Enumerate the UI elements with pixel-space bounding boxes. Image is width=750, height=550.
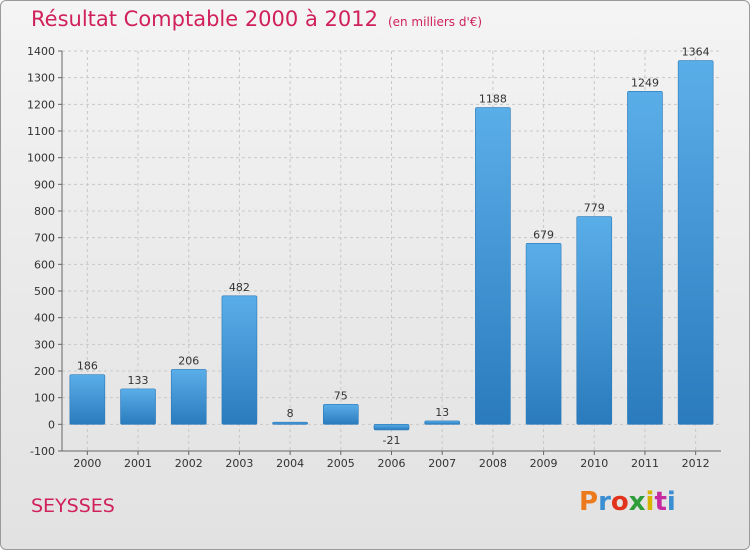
- logo-letter: t: [654, 487, 667, 517]
- logo-letter: o: [610, 487, 629, 517]
- value-label: 679: [533, 228, 554, 241]
- x-tick-label: 2012: [682, 457, 710, 470]
- y-tick-label: 400: [34, 312, 55, 325]
- value-label: 1188: [479, 93, 507, 106]
- y-tick-label: 1300: [27, 72, 55, 85]
- value-label: 206: [178, 354, 199, 367]
- x-tick-label: 2006: [378, 457, 406, 470]
- value-label: 482: [229, 281, 250, 294]
- value-label: 13: [435, 406, 449, 419]
- x-tick-label: 2005: [327, 457, 355, 470]
- bar-2005[interactable]: [323, 404, 359, 425]
- proxiti-logo[interactable]: Proxiti: [579, 487, 676, 517]
- x-tick-label: 2000: [73, 457, 101, 470]
- y-tick-label: 0: [48, 418, 55, 431]
- y-tick-label: 900: [34, 178, 55, 191]
- value-label: -21: [383, 434, 401, 447]
- bar-2011[interactable]: [627, 90, 663, 425]
- value-label: 75: [334, 389, 348, 402]
- x-tick-label: 2007: [428, 457, 456, 470]
- y-tick-label: 700: [34, 232, 55, 245]
- y-tick-label: 100: [34, 392, 55, 405]
- x-tick-label: 2002: [175, 457, 203, 470]
- y-tick-label: 1200: [27, 98, 55, 111]
- bar-2000[interactable]: [69, 374, 106, 425]
- bar-2012[interactable]: [677, 60, 714, 425]
- bar-2006[interactable]: [373, 424, 410, 431]
- x-tick-label: 2011: [631, 457, 659, 470]
- bar-2007[interactable]: [424, 420, 460, 425]
- value-label: 8: [287, 407, 294, 420]
- chart-unit: (en milliers d'€): [387, 15, 483, 29]
- logo-letter: i: [645, 487, 655, 517]
- grid: [62, 50, 721, 452]
- logo-letter: x: [628, 487, 646, 517]
- x-tick-label: 2008: [479, 457, 507, 470]
- bar-2001[interactable]: [120, 388, 156, 425]
- axes: [58, 50, 721, 455]
- bar-2010[interactable]: [576, 216, 613, 425]
- y-tick-label: 300: [34, 338, 55, 351]
- chart-title: Résultat Comptable 2000 à 2012: [31, 7, 378, 31]
- x-tick-label: 2004: [276, 457, 304, 470]
- chart-title-row: Résultat Comptable 2000 à 2012 (en millie…: [31, 7, 482, 31]
- y-tick-label: 600: [34, 258, 55, 271]
- bar-2002[interactable]: [170, 369, 207, 425]
- value-label: 1249: [631, 76, 659, 89]
- x-tick-label: 2001: [124, 457, 152, 470]
- bar-2003[interactable]: [221, 295, 258, 425]
- bar-2004[interactable]: [272, 421, 308, 425]
- y-tick-label: 500: [34, 285, 55, 298]
- value-label: 133: [128, 374, 149, 387]
- x-tick-label: 2009: [530, 457, 558, 470]
- labels: -100 0 100 200 300 400 500 600 700 800 900 1000 1100…: [27, 45, 710, 470]
- y-tick-label: 800: [34, 205, 55, 218]
- logo-letter: P: [579, 487, 599, 517]
- logo-letter: r: [598, 487, 611, 517]
- x-tick-label: 2010: [580, 457, 608, 470]
- y-tick-label: 1100: [27, 125, 55, 138]
- city-name: SEYSSES: [31, 495, 115, 517]
- value-label: 779: [584, 202, 605, 215]
- bar-2008[interactable]: [475, 107, 511, 425]
- y-tick-label: 1400: [27, 45, 55, 58]
- value-label: 1364: [682, 46, 710, 59]
- y-tick-label: 1000: [27, 152, 55, 165]
- value-label: 186: [77, 360, 98, 373]
- logo-letter: i: [666, 487, 676, 517]
- x-tick-label: 2003: [225, 457, 253, 470]
- bars: [69, 60, 714, 431]
- bar-2009[interactable]: [525, 242, 562, 425]
- y-tick-label: -100: [30, 445, 55, 458]
- y-tick-label: 200: [34, 365, 55, 378]
